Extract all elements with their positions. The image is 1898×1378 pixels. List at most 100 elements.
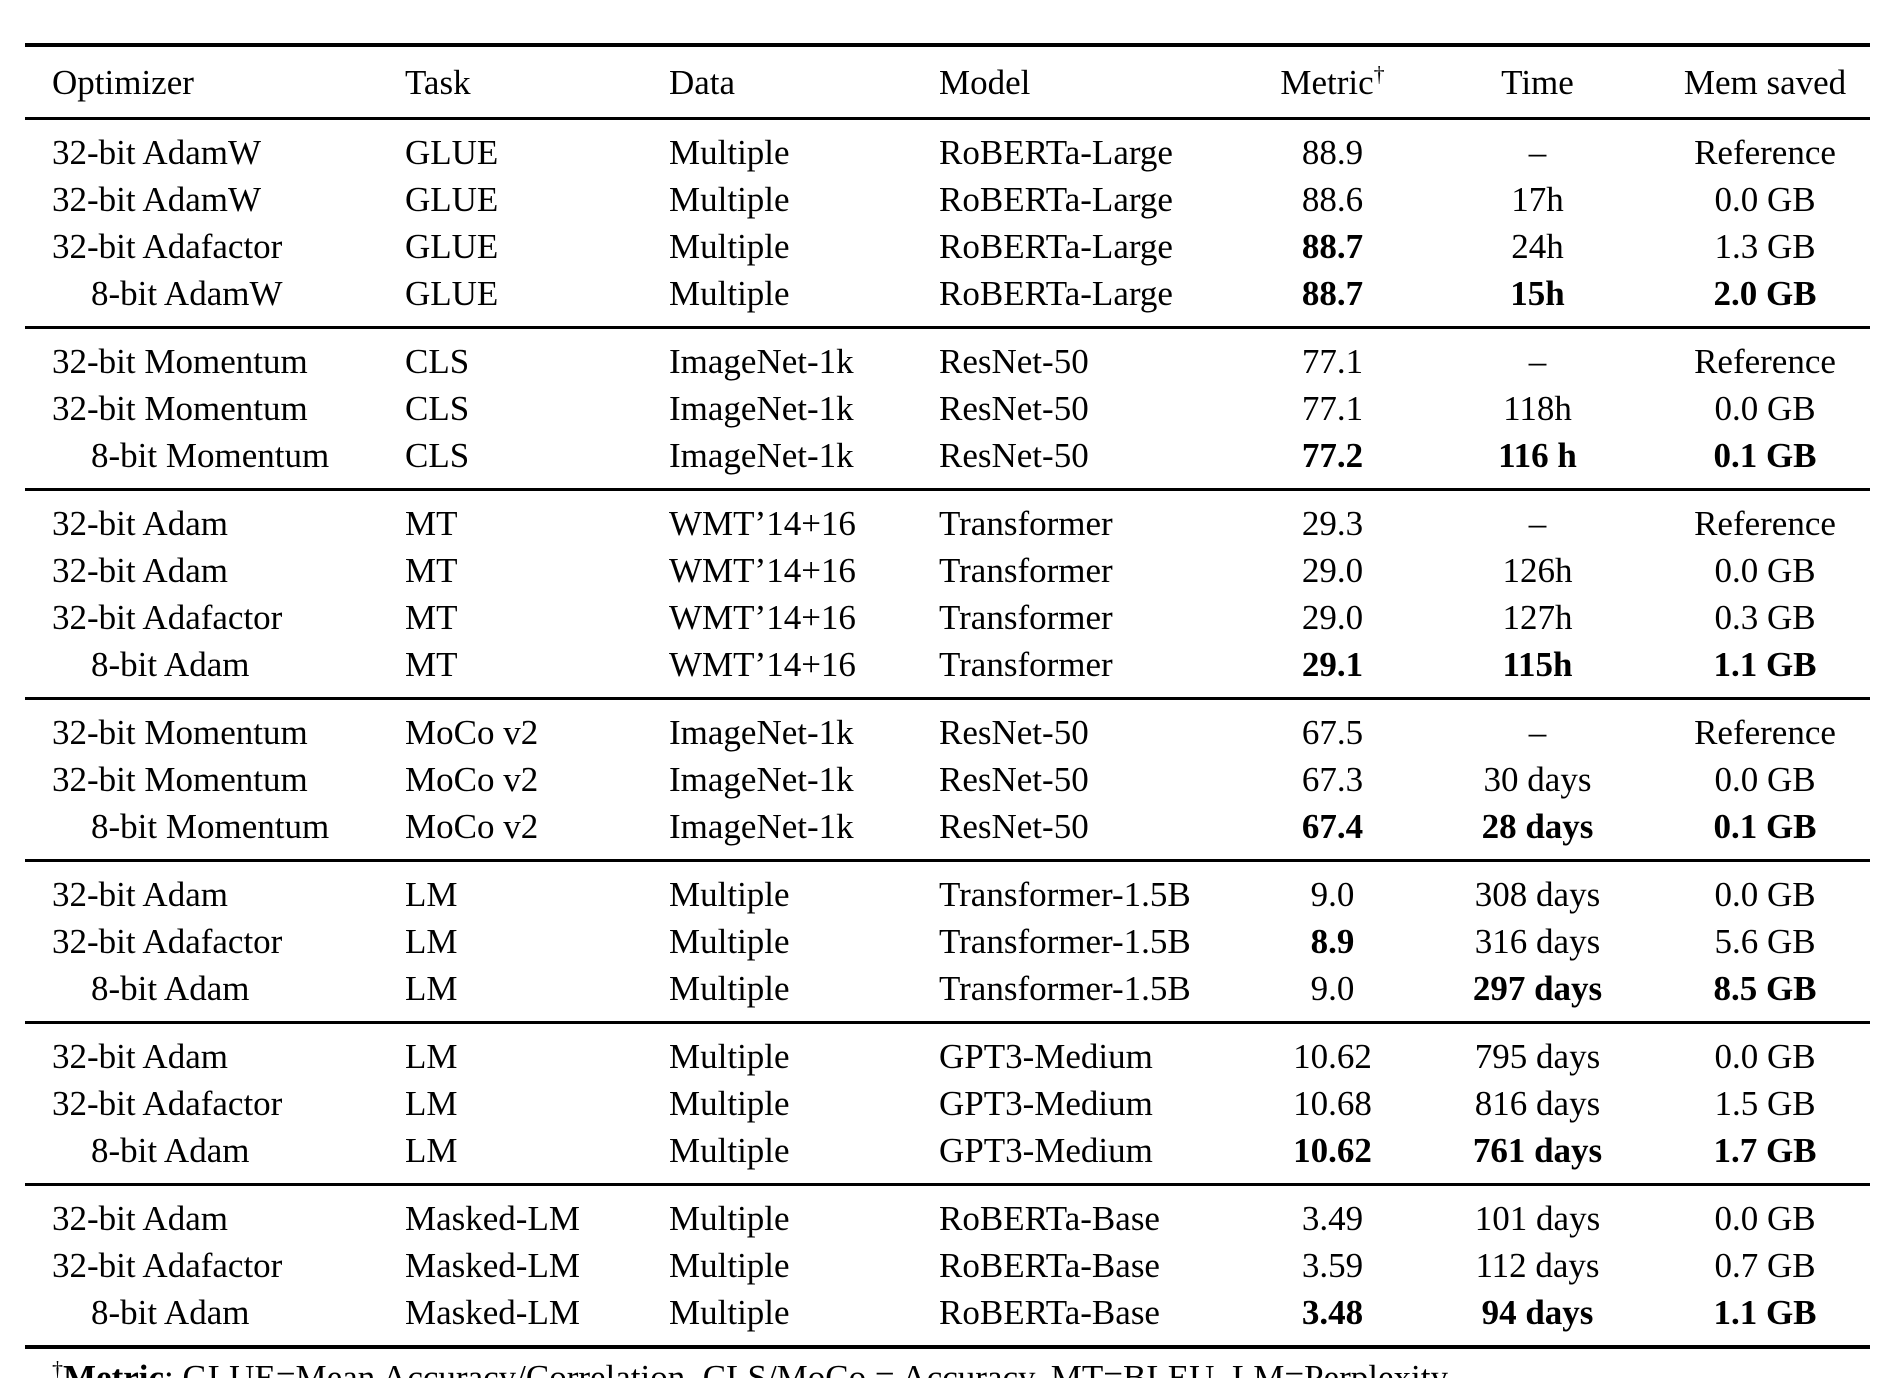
cell-data: WMT’14+16 [669, 551, 856, 590]
cell-data: ImageNet-1k [669, 760, 854, 799]
cell-task: LM [405, 875, 458, 914]
cell-mem-saved: 0.1 GB [1713, 436, 1817, 475]
cell-data: Multiple [669, 1246, 790, 1285]
table-row: 32-bit AdamW GLUE Multiple RoBERTa-Large 88.… [25, 119, 1870, 177]
table-row: 32-bit Adam LM Multiple Transformer-1.5B 9.0… [25, 861, 1870, 919]
cell-task: GLUE [405, 274, 499, 313]
cell-metric: 29.0 [1301, 551, 1364, 590]
cell-task: LM [405, 922, 458, 961]
cell-optimizer: 32-bit Adam [52, 1037, 228, 1076]
cell-time: 15h [1510, 274, 1565, 313]
cell-optimizer: 8-bit Adam [91, 645, 250, 684]
table-row: 8-bit AdamW GLUE Multiple RoBERTa-Large 88.7… [25, 270, 1870, 328]
cell-time: 761 days [1472, 1131, 1603, 1170]
cell-mem-saved: 8.5 GB [1713, 969, 1817, 1008]
table-row: 8-bit Adam Masked-LM Multiple RoBERTa-Base 3… [25, 1289, 1870, 1347]
cell-metric: 67.5 [1301, 713, 1364, 752]
cell-model: Transformer [939, 598, 1113, 637]
cell-model: Transformer-1.5B [939, 875, 1191, 914]
cell-model: RoBERTa-Base [939, 1199, 1160, 1238]
cell-data: Multiple [669, 1131, 790, 1170]
cell-model: GPT3-Medium [939, 1131, 1153, 1170]
cell-time: 297 days [1472, 969, 1603, 1008]
cell-mem-saved: 0.3 GB [1714, 598, 1816, 637]
table-section-cls: 32-bit Momentum CLS ImageNet-1k ResNet-50 77… [25, 327, 1870, 490]
cell-mem-saved: Reference [1694, 713, 1836, 752]
cell-data: WMT’14+16 [669, 504, 856, 543]
cell-mem-saved: 1.7 GB [1713, 1131, 1817, 1170]
cell-optimizer: 32-bit Adam [52, 875, 228, 914]
cell-time: 795 days [1474, 1037, 1601, 1076]
cell-time: 112 days [1475, 1246, 1600, 1285]
cell-data: Multiple [669, 1037, 790, 1076]
dagger-footnote-marker: † [1373, 60, 1385, 86]
cell-optimizer: 8-bit AdamW [91, 274, 283, 313]
table-row: 32-bit Adafactor LM Multiple GPT3-Medium 10.… [25, 1080, 1870, 1127]
table-row: 32-bit Adafactor LM Multiple Transformer-1.… [25, 918, 1870, 965]
cell-optimizer: 32-bit AdamW [52, 133, 261, 172]
cell-task: CLS [405, 389, 470, 428]
cell-time: 94 days [1481, 1293, 1594, 1332]
table-row: 8-bit Momentum CLS ImageNet-1k ResNet-50 77.… [25, 432, 1870, 490]
cell-time: – [1528, 342, 1547, 381]
cell-model: ResNet-50 [939, 760, 1089, 799]
cell-mem-saved: Reference [1694, 504, 1836, 543]
cell-time: 17h [1511, 180, 1564, 219]
footnote-text: : GLUE=Mean Accuracy/Correlation. CLS/Mo… [164, 1358, 1455, 1378]
cell-metric: 77.1 [1301, 342, 1364, 381]
cell-mem-saved: 0.0 GB [1714, 760, 1816, 799]
cell-optimizer: 32-bit Momentum [52, 342, 308, 381]
footnote-dagger-marker: † [52, 1356, 63, 1378]
column-header-model: Model [939, 62, 1031, 102]
cell-mem-saved: 1.5 GB [1714, 1084, 1816, 1123]
cell-mem-saved: Reference [1694, 342, 1836, 381]
cell-optimizer: 8-bit Adam [91, 1131, 250, 1170]
cell-metric: 3.48 [1301, 1293, 1364, 1332]
cell-time: 28 days [1481, 807, 1594, 846]
cell-data: ImageNet-1k [669, 389, 854, 428]
table-row: 32-bit Adam MT WMT’14+16 Transformer 29.0 126… [25, 547, 1870, 594]
cell-task: MT [405, 645, 458, 684]
table-row: 32-bit Adafactor MT WMT’14+16 Transformer 29… [25, 594, 1870, 641]
cell-task: GLUE [405, 227, 499, 266]
metric-header-label: Metric [1280, 62, 1374, 102]
cell-optimizer: 32-bit Momentum [52, 389, 308, 428]
cell-optimizer: 32-bit AdamW [52, 180, 261, 219]
cell-optimizer: 32-bit Adafactor [52, 1246, 283, 1285]
cell-data: Multiple [669, 1199, 790, 1238]
cell-model: RoBERTa-Large [939, 274, 1173, 313]
cell-data: Multiple [669, 180, 790, 219]
cell-time: 24h [1511, 227, 1564, 266]
table-row: 8-bit Momentum MoCo v2 ImageNet-1k ResNet-5… [25, 803, 1870, 861]
cell-task: Masked-LM [405, 1293, 580, 1332]
cell-metric: 10.62 [1293, 1131, 1372, 1170]
cell-task: LM [405, 1084, 458, 1123]
cell-time: 115h [1502, 645, 1573, 684]
cell-optimizer: 32-bit Adam [52, 504, 228, 543]
cell-task: Masked-LM [405, 1199, 580, 1238]
cell-time: 118h [1503, 389, 1572, 428]
cell-task: Masked-LM [405, 1246, 580, 1285]
cell-data: Multiple [669, 875, 790, 914]
cell-data: Multiple [669, 133, 790, 172]
cell-mem-saved: 0.0 GB [1714, 1037, 1816, 1076]
cell-mem-saved: 5.6 GB [1714, 922, 1816, 961]
cell-metric: 67.3 [1301, 760, 1364, 799]
column-header-optimizer: Optimizer [52, 62, 194, 102]
table-section-gpt3-medium: 32-bit Adam LM Multiple GPT3-Medium 10.62 795… [25, 1022, 1870, 1185]
cell-data: WMT’14+16 [669, 598, 856, 637]
column-header-time: Time [1501, 62, 1574, 102]
cell-optimizer: 8-bit Adam [91, 1293, 250, 1332]
column-header-task: Task [405, 62, 471, 102]
cell-time: 316 days [1474, 922, 1601, 961]
cell-data: Multiple [669, 969, 790, 1008]
cell-metric: 10.62 [1293, 1037, 1372, 1076]
footnote-metric-label: Metric [63, 1358, 165, 1378]
cell-metric: 77.1 [1301, 389, 1364, 428]
table-row: 8-bit Adam MT WMT’14+16 Transformer 29.1 115h… [25, 641, 1870, 699]
table-row: 32-bit Adafactor GLUE Multiple RoBERTa-Larg… [25, 223, 1870, 270]
table-section-mt: 32-bit Adam MT WMT’14+16 Transformer 29.3 – Re… [25, 489, 1870, 699]
cell-model: ResNet-50 [939, 436, 1089, 475]
cell-time: 101 days [1474, 1199, 1601, 1238]
